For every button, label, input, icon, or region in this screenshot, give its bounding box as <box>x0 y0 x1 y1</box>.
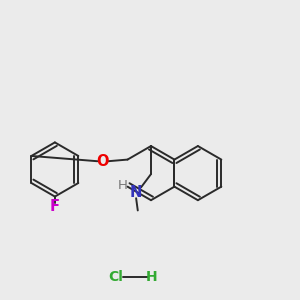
Text: H: H <box>146 270 158 284</box>
Text: O: O <box>97 154 109 169</box>
Text: H: H <box>118 179 128 192</box>
Text: N: N <box>130 185 142 200</box>
Text: F: F <box>50 199 60 214</box>
Text: Cl: Cl <box>108 270 123 284</box>
